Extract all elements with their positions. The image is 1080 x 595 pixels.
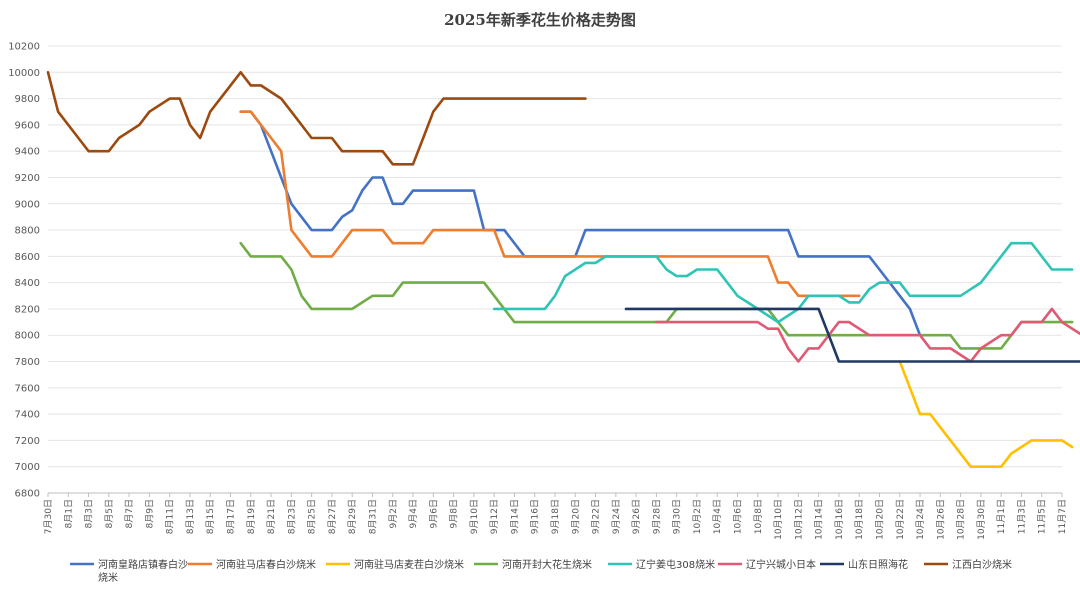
series-line <box>239 110 861 298</box>
y-tick-label: 8200 <box>15 304 40 315</box>
y-tick-label: 8000 <box>15 331 40 342</box>
x-tick-label: 9月8日 <box>449 499 460 528</box>
x-tick-label: 9月10日 <box>469 499 480 534</box>
series-line <box>492 241 1074 324</box>
chart-title: 2025年新季花生价格走势图 <box>444 11 636 29</box>
x-tick-label: 9月12日 <box>489 499 500 534</box>
y-tick-label: 9400 <box>15 147 40 158</box>
x-tick-label: 8月1日 <box>63 499 74 528</box>
y-tick-label: 8400 <box>15 278 40 289</box>
x-tick-label: 9月16日 <box>530 499 541 534</box>
y-tick-label: 7000 <box>15 462 40 473</box>
x-tick-label: 8月13日 <box>185 499 196 534</box>
y-tick-label: 9200 <box>15 173 40 184</box>
x-tick-label: 11月7日 <box>1057 499 1068 534</box>
x-tick-label: 8月11日 <box>165 499 176 534</box>
x-tick-label: 10月30日 <box>976 499 987 540</box>
y-tick-label: 9600 <box>15 120 40 131</box>
legend-label: 辽宁姜屯308烧米 <box>636 558 715 571</box>
x-tick-label: 11月1日 <box>996 499 1007 534</box>
x-tick-label: 10月14日 <box>814 499 825 540</box>
legend-label: 辽宁兴城小日本 <box>746 558 816 571</box>
x-tick-label: 9月6日 <box>428 499 439 528</box>
x-tick-label: 11月5日 <box>1037 499 1048 534</box>
y-tick-label: 10000 <box>8 68 40 79</box>
x-axis: 7月30日 8月1日 8月3日 8月5日 8月7日 8月9日 8月11日 8月13日 8月15日… <box>43 493 1068 540</box>
legend-label: 山东日照海花 <box>848 558 908 571</box>
x-tick-label: 10月22日 <box>895 499 906 540</box>
x-tick-label: 8月31日 <box>367 499 378 534</box>
x-tick-label: 9月18日 <box>550 499 561 534</box>
x-tick-label: 9月24日 <box>611 499 622 534</box>
x-tick-label: 9月22日 <box>591 499 602 534</box>
series-lines <box>46 71 1080 469</box>
x-tick-label: 8月7日 <box>124 499 135 528</box>
x-tick-label: 8月17日 <box>226 499 237 534</box>
x-tick-label: 8月21日 <box>266 499 277 534</box>
legend-label: 河南开封大花生烧米 <box>502 558 592 571</box>
x-tick-label: 8月5日 <box>104 499 115 528</box>
x-tick-label: 9月2日 <box>388 499 399 528</box>
y-tick-label: 9800 <box>15 94 40 105</box>
x-tick-label: 10月8日 <box>753 499 764 534</box>
legend-label: 江西白沙烧米 <box>952 558 1012 571</box>
series-line <box>624 307 1080 363</box>
x-tick-label: 8月29日 <box>347 499 358 534</box>
x-tick-label: 10月10日 <box>773 499 784 540</box>
y-tick-label: 6800 <box>15 489 40 500</box>
legend-label: 河南驻马店麦茬白沙烧米 <box>354 558 464 571</box>
x-tick-label: 8月23日 <box>286 499 297 534</box>
legend-label: 河南皇路店镇春白沙烧米 <box>98 558 188 584</box>
x-tick-label: 10月26日 <box>935 499 946 540</box>
x-tick-label: 10月16日 <box>834 499 845 540</box>
x-tick-label: 10月4日 <box>712 499 723 534</box>
x-tick-label: 10月18日 <box>854 499 865 540</box>
x-tick-label: 10月20日 <box>874 499 885 540</box>
x-tick-label: 11月3日 <box>1016 499 1027 534</box>
x-tick-label: 9月26日 <box>631 499 642 534</box>
legend: 河南皇路店镇春白沙烧米 河南驻马店春白沙烧米 河南驻马店麦茬白沙烧米 河南开封大花生烧… <box>70 558 1012 584</box>
x-tick-label: 9月20日 <box>570 499 581 534</box>
x-tick-label: 10月6日 <box>733 499 744 534</box>
x-tick-label: 8月25日 <box>307 499 318 534</box>
x-tick-label: 9月28日 <box>651 499 662 534</box>
x-tick-label: 8月19日 <box>246 499 257 534</box>
x-tick-label: 9月30日 <box>672 499 683 534</box>
x-tick-label: 7月30日 <box>43 499 54 534</box>
y-tick-label: 8600 <box>15 252 40 263</box>
series-line <box>898 360 1074 469</box>
legend-label: 河南驻马店春白沙烧米 <box>216 558 316 571</box>
x-tick-label: 10月24日 <box>915 499 926 540</box>
y-tick-label: 7200 <box>15 436 40 447</box>
x-tick-label: 8月3日 <box>84 499 95 528</box>
x-tick-label: 10月12日 <box>793 499 804 540</box>
y-axis: 6800 7000 7200 7400 7600 7800 8000 8200 8400 8600… <box>8 42 40 500</box>
x-tick-label: 8月27日 <box>327 499 338 534</box>
x-tick-label: 9月14日 <box>509 499 520 534</box>
x-tick-label: 10月28日 <box>956 499 967 540</box>
y-tick-label: 8800 <box>15 226 40 237</box>
x-tick-label: 8月9日 <box>144 499 155 528</box>
y-tick-label: 9000 <box>15 199 40 210</box>
x-tick-label: 8月15日 <box>205 499 216 534</box>
series-line <box>655 307 1080 363</box>
y-tick-label: 10200 <box>8 42 40 53</box>
y-tick-label: 7400 <box>15 410 40 421</box>
y-tick-label: 7600 <box>15 383 40 394</box>
series-line <box>239 110 922 337</box>
x-tick-label: 9月4日 <box>408 499 419 528</box>
y-tick-label: 7800 <box>15 357 40 368</box>
x-tick-label: 10月2日 <box>692 499 703 534</box>
series-line <box>46 71 587 166</box>
grid-lines <box>48 45 1062 494</box>
